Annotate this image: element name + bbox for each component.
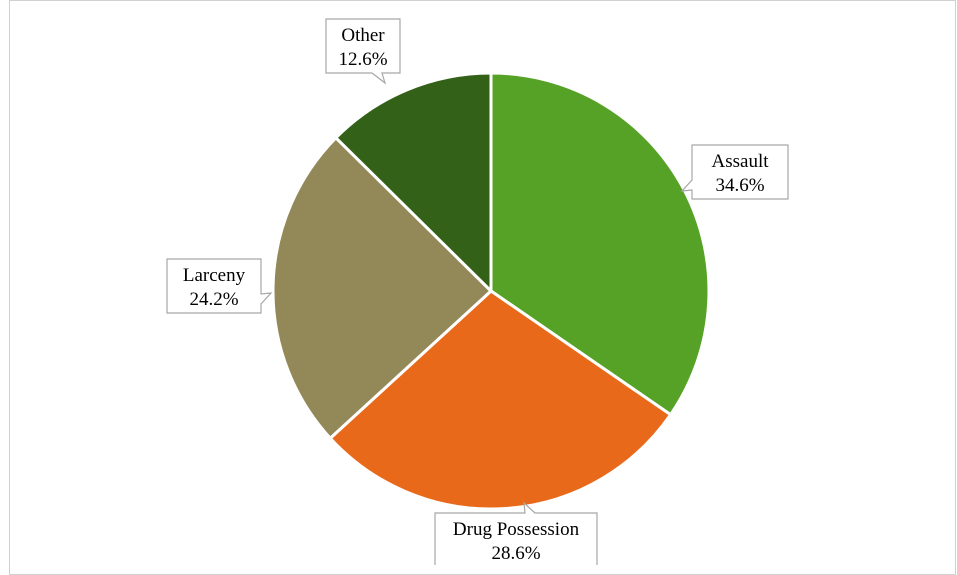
data-label-callout-box xyxy=(166,258,273,314)
pie-slice-larceny xyxy=(271,136,493,440)
pie-data-labels: Assault 34.6% Drug Possession 28.6% Larceny 2… xyxy=(166,18,789,565)
data-label-callout-box xyxy=(680,144,789,200)
data-label-percentage: 24.2% xyxy=(189,289,238,310)
data-label-drug-possession: Drug Possession 28.6% xyxy=(434,501,598,565)
data-label-percentage: 28.6% xyxy=(491,543,540,564)
data-label-larceny: Larceny 24.2% xyxy=(166,258,273,314)
data-label-percentage: 12.6% xyxy=(338,49,387,70)
data-label-callout-box xyxy=(434,501,598,565)
data-label-percentage: 34.6% xyxy=(715,175,764,196)
pie-slice-drug-possession xyxy=(328,289,673,511)
data-label-callout-box xyxy=(325,18,401,85)
pie-slice-other xyxy=(334,71,493,293)
data-label-category: Drug Possession xyxy=(453,519,580,540)
data-label-category: Other xyxy=(341,25,385,46)
data-label-category: Assault xyxy=(712,151,770,172)
pie-slices xyxy=(271,71,711,511)
data-label-assault: Assault 34.6% xyxy=(680,144,789,200)
data-label-other: Other 12.6% xyxy=(325,18,401,85)
data-label-category: Larceny xyxy=(183,265,246,286)
